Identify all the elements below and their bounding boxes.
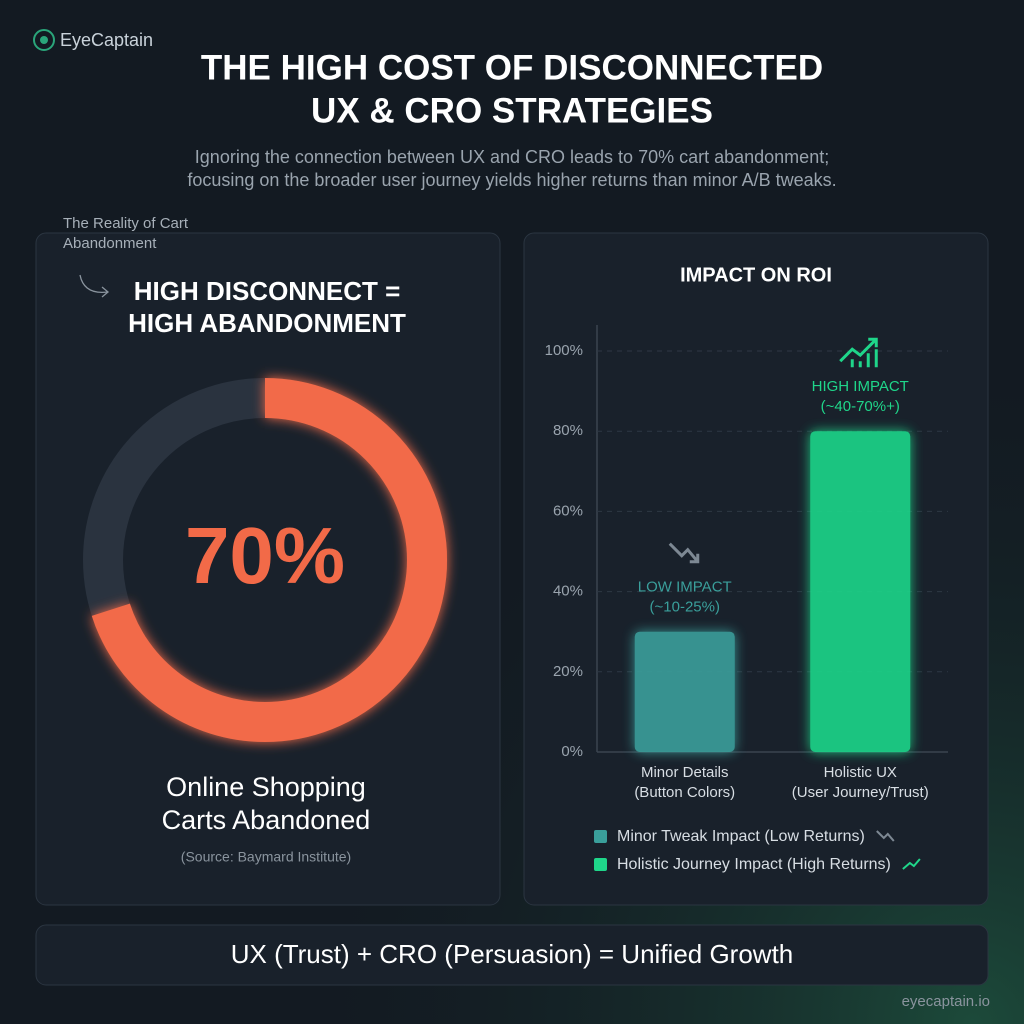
legend-label: Holistic Journey Impact (High Returns) (617, 856, 891, 873)
donut-caption: Carts Abandoned (162, 805, 371, 835)
title: THE HIGH COST OF DISCONNECTED (201, 48, 823, 87)
trend-icon (668, 542, 700, 564)
x-tick-label: Minor Details (641, 764, 729, 781)
legend-swatch (594, 830, 607, 843)
x-tick-label: (Button Colors) (634, 784, 735, 801)
donut-caption: Online Shopping (166, 772, 366, 802)
y-tick-label: 40% (553, 583, 583, 600)
x-tick-label: Holistic UX (824, 764, 897, 781)
footer: UX (Trust) + CRO (Persuasion) = Unified … (231, 939, 794, 969)
bar (810, 431, 911, 752)
y-tick-label: 80% (553, 422, 583, 439)
donut-title: HIGH DISCONNECT = (134, 276, 401, 306)
y-tick-label: 60% (553, 502, 583, 519)
annotation-arrow (79, 274, 109, 294)
subtitle: Ignoring the connection between UX and C… (195, 147, 829, 167)
annotation-arrow-head (101, 286, 110, 298)
legend-label: Minor Tweak Impact (Low Returns) (617, 828, 865, 845)
bar-annotation: (~40-70%+) (821, 398, 900, 415)
left-panel (35, 232, 501, 906)
legend-swatch (594, 858, 607, 871)
y-tick-label: 20% (553, 663, 583, 680)
y-tick-label: 100% (545, 342, 583, 359)
annotation: Abandonment (63, 235, 157, 252)
brand-logo (33, 29, 55, 51)
brand: EyeCaptain (60, 30, 153, 50)
bar-annotation: LOW IMPACT (638, 579, 732, 596)
trend-icon (839, 337, 878, 368)
source: (Source: Baymard Institute) (181, 849, 351, 865)
donut-title: HIGH ABANDONMENT (128, 308, 406, 338)
legend-icon (876, 830, 895, 842)
watermark: eyecaptain.io (902, 993, 990, 1010)
donut-segment (83, 378, 447, 742)
legend-icon (902, 858, 921, 870)
right-panel (523, 232, 989, 906)
y-tick-label: 0% (561, 743, 583, 760)
x-tick-label: (User Journey/Trust) (792, 784, 929, 801)
title: UX & CRO STRATEGIES (311, 91, 713, 130)
bar-title: IMPACT ON ROI (680, 264, 832, 286)
donut-value-label: 70% (185, 511, 345, 600)
bar (634, 631, 735, 752)
bar-annotation: (~10-25%) (650, 599, 720, 616)
annotation: The Reality of Cart (63, 215, 189, 232)
subtitle: focusing on the broader user journey yie… (187, 170, 836, 190)
footer-box (35, 924, 989, 986)
bar-annotation: HIGH IMPACT (812, 378, 909, 395)
